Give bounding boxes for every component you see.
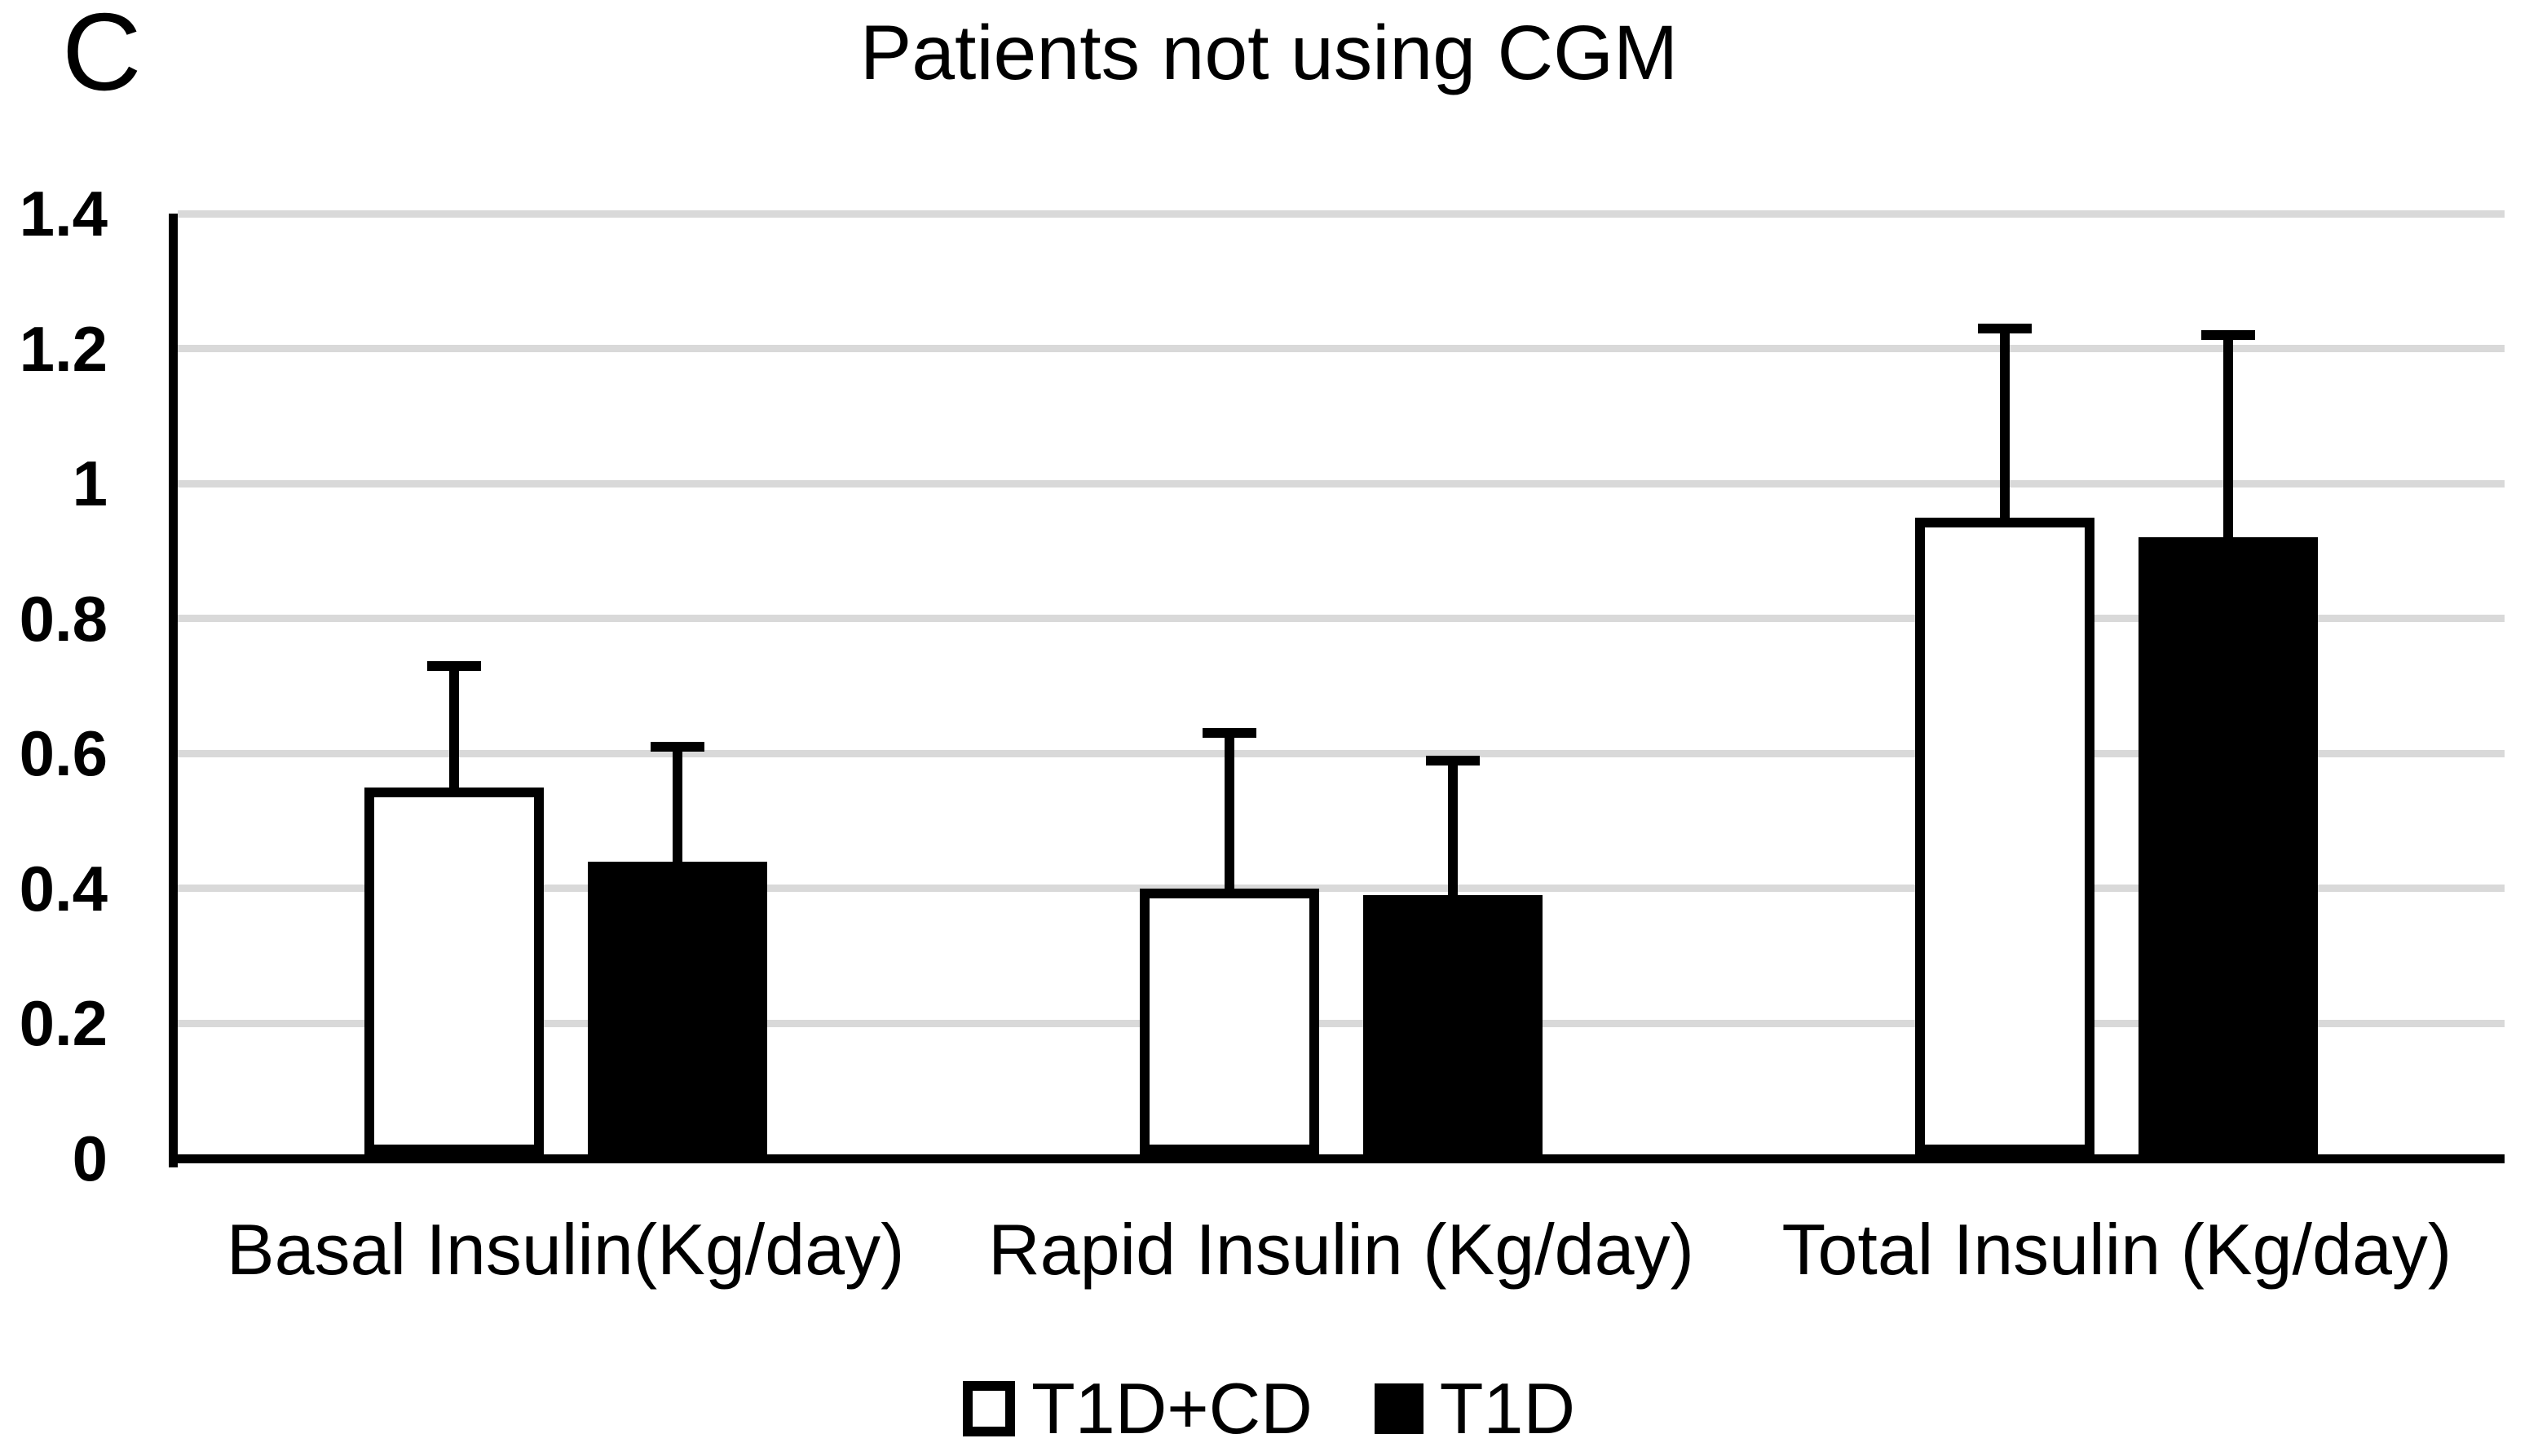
error-bar-line-total-insulin-kg-day-t1d-cd [2000,328,2011,526]
y-tick-label-0.4: 0.4 [19,852,108,924]
error-bar-line-basal-insulin-kg-day-t1d-cd [448,665,459,796]
bar-total-insulin-kg-day-t1d [2139,537,2319,1154]
y-tick-label-0.6: 0.6 [19,717,108,790]
y-tick-label-1: 1 [72,448,108,520]
gridline-0.2 [178,1019,2505,1027]
category-label-total-insulin-kg-day: Total Insulin (Kg/day) [1781,1209,2452,1290]
gridline-0.8 [178,615,2505,623]
error-bar-line-rapid-insulin-kg-day-t1d-cd [1225,733,1234,897]
category-label-rapid-insulin-kg-day: Rapid Insulin (Kg/day) [988,1209,1694,1290]
bar-rapid-insulin-kg-day-t1d [1363,895,1543,1154]
gridline-1.4 [178,210,2505,218]
error-bar-cap-total-insulin-kg-day-t1d-cd [1978,323,2033,333]
error-bar-line-basal-insulin-kg-day-t1d [672,747,682,870]
error-bar-cap-rapid-insulin-kg-day-t1d-cd [1203,728,1256,739]
legend-swatch-black-filled-square [1374,1383,1423,1434]
chart-title: Patients not using CGM [859,10,1679,96]
bar-basal-insulin-kg-day-t1d [587,861,767,1154]
bar-rapid-insulin-kg-day-t1d-cd [1140,888,1319,1154]
error-bar-cap-rapid-insulin-kg-day-t1d [1426,755,1480,766]
bar-total-insulin-kg-day-t1d-cd [1915,517,2095,1154]
plot-area [169,210,2505,1167]
category-axis-labels: Basal Insulin(Kg/day) Rapid Insulin (Kg/d… [178,1208,2505,1291]
y-tick-label-0.8: 0.8 [19,582,108,655]
gridline-1.2 [178,345,2505,353]
legend-item-t1d: T1D [1374,1368,1575,1449]
y-tick-label-0.2: 0.2 [19,987,108,1060]
y-tick-label-0: 0 [72,1123,108,1194]
category-label-basal-insulin-kg-day: Basal Insulin(Kg/day) [226,1209,905,1290]
error-bar-cap-basal-insulin-kg-day-t1d-cd [426,660,481,671]
error-bar-line-rapid-insulin-kg-day-t1d [1448,760,1458,904]
error-bar-line-total-insulin-kg-day-t1d [2223,335,2234,546]
panel-label: C [62,0,142,113]
legend-item-t1d-cd: T1D+CD [963,1373,1313,1445]
gridline-0.4 [178,885,2505,893]
legend-label-t1d: T1D [1439,1368,1575,1449]
y-axis-line [169,214,178,1167]
legend: T1D+CD T1D [0,1370,2538,1448]
gridline-0.6 [178,749,2505,757]
error-bar-cap-total-insulin-kg-day-t1d [2201,330,2256,340]
x-axis-line [169,1154,2505,1163]
y-tick-label-1.4: 1.4 [19,178,108,249]
legend-swatch-white-outlined-square [963,1381,1015,1436]
error-bar-cap-basal-insulin-kg-day-t1d [650,742,704,752]
legend-label-t1d-cd: T1D+CD [1031,1368,1313,1449]
y-tick-label-1.2: 1.2 [19,312,108,385]
gridline-1 [178,479,2505,488]
bar-basal-insulin-kg-day-t1d-cd [364,787,544,1154]
